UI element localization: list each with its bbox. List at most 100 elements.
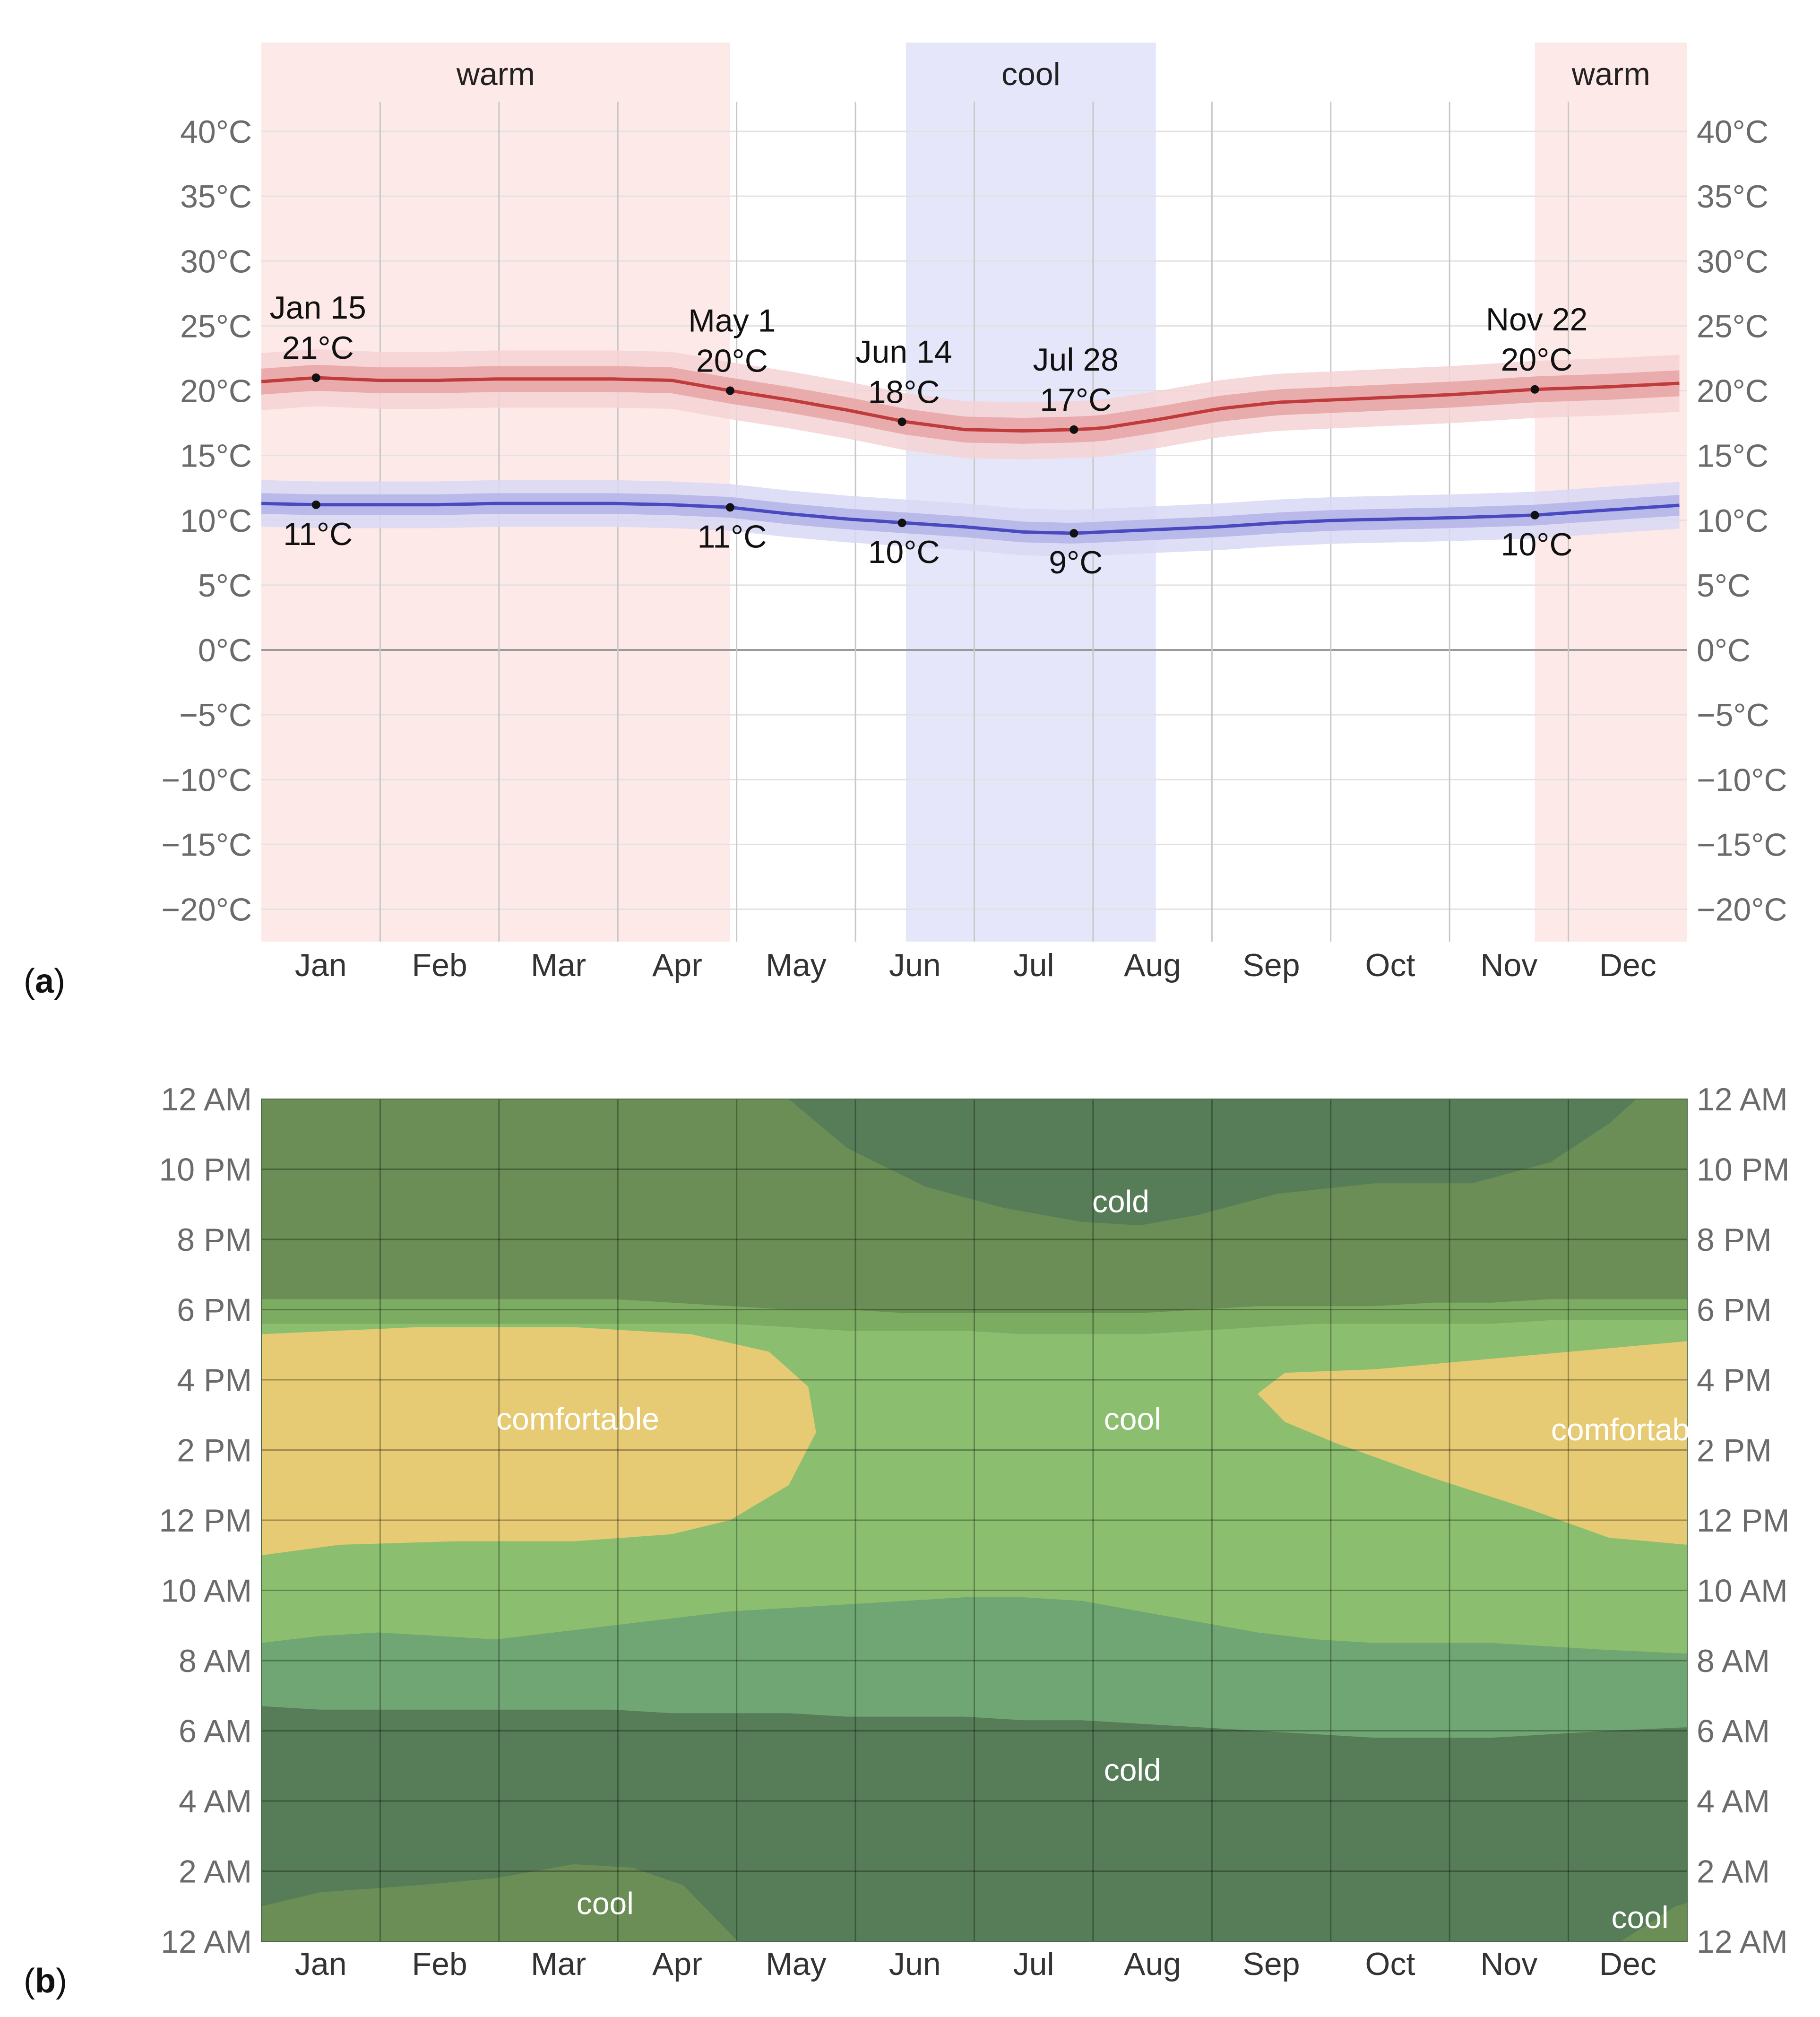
y-tick-left: −15°C <box>161 827 252 863</box>
y-tick-left: 10 AM <box>161 1573 252 1609</box>
x-tick-month: Mar <box>531 947 586 983</box>
plot-frame <box>261 1099 1688 1942</box>
y-tick-left: 10°C <box>180 503 252 539</box>
y-tick-left: 8 PM <box>177 1222 252 1258</box>
y-tick-right: 4 AM <box>1697 1783 1770 1819</box>
zone-morning-cool <box>261 1597 1687 1738</box>
annotation-value: 11°C <box>697 519 767 554</box>
y-tick-left: 8 AM <box>179 1643 252 1679</box>
zone-cool-early-jan <box>261 1864 738 1941</box>
y-tick-left: 4 PM <box>177 1362 252 1398</box>
zone-evening-transition <box>261 1299 1687 1334</box>
y-tick-left: 25°C <box>180 308 252 344</box>
x-tick-month: Nov <box>1480 947 1537 983</box>
y-tick-right: 10 PM <box>1697 1152 1790 1188</box>
annotation-point <box>897 519 906 528</box>
y-tick-right: −10°C <box>1697 762 1787 798</box>
y-tick-left: 4 AM <box>179 1783 252 1819</box>
y-tick-right: 8 PM <box>1697 1222 1772 1258</box>
y-tick-right: −5°C <box>1697 697 1769 733</box>
x-tick-month: Jan <box>295 947 347 983</box>
annotation-value: 11°C <box>283 516 353 552</box>
y-tick-right: 12 AM <box>1697 1924 1788 1960</box>
panel-label-b: (b) <box>24 1962 67 2000</box>
x-tick-month: Dec <box>1599 1946 1656 1982</box>
y-tick-right: 15°C <box>1697 438 1768 474</box>
annotation-value: 20°C <box>696 343 768 379</box>
y-tick-left: 40°C <box>180 114 252 150</box>
x-tick-month: Jun <box>889 947 941 983</box>
y-tick-left: 12 PM <box>159 1503 252 1539</box>
annotation-date: Nov 22 <box>1486 302 1587 338</box>
annotation-date: Jun 14 <box>855 334 952 370</box>
y-tick-left: 2 PM <box>177 1433 252 1469</box>
y-tick-left: −10°C <box>161 762 252 798</box>
annotation-value: 21°C <box>282 330 354 366</box>
x-tick-month: Oct <box>1365 947 1415 983</box>
zone-comfortable-left <box>261 1327 816 1556</box>
annotation-point <box>725 386 734 395</box>
x-tick-month: Oct <box>1365 1946 1415 1982</box>
y-tick-left: −20°C <box>161 892 252 928</box>
y-tick-right: 6 AM <box>1697 1714 1770 1749</box>
x-tick-month: Sep <box>1243 947 1300 983</box>
y-tick-right: 10 AM <box>1697 1573 1788 1609</box>
panel-label-a: (a) <box>24 962 65 1000</box>
zone-label-cool: cool <box>1104 1402 1161 1437</box>
annotation-value: 20°C <box>1501 342 1573 378</box>
annotation-point <box>1070 529 1078 538</box>
season-band-cool <box>906 43 1156 942</box>
y-tick-right: 2 PM <box>1697 1433 1772 1469</box>
y-tick-right: 5°C <box>1697 568 1751 604</box>
y-tick-left: 0°C <box>198 632 252 668</box>
y-tick-left: 6 AM <box>179 1714 252 1749</box>
x-tick-month: Dec <box>1599 947 1656 983</box>
annotation-point <box>1530 385 1539 394</box>
zone-night-cold <box>788 1099 1637 1226</box>
y-tick-left: 15°C <box>180 438 252 474</box>
annotation-point <box>311 500 320 509</box>
y-tick-left: 12 AM <box>161 1924 252 1960</box>
y-tick-right: 25°C <box>1697 308 1768 344</box>
y-tick-left: 35°C <box>180 179 252 215</box>
x-tick-month: Aug <box>1124 947 1181 983</box>
y-tick-left: 12 AM <box>161 1082 252 1117</box>
series-band-inner <box>261 493 1680 544</box>
y-tick-right: 8 AM <box>1697 1643 1770 1679</box>
zone-label-cold: cold <box>1092 1184 1149 1219</box>
y-tick-left: 6 PM <box>177 1292 252 1328</box>
y-tick-right: 40°C <box>1697 114 1768 150</box>
zone-label-cool: cool <box>577 1886 634 1921</box>
x-tick-month: Nov <box>1480 1946 1537 1982</box>
y-tick-left: 5°C <box>198 568 252 604</box>
x-tick-month: Jul <box>1013 1946 1054 1982</box>
x-tick-month: Feb <box>412 947 467 983</box>
annotation-value: 10°C <box>1501 527 1573 563</box>
season-label-warm: warm <box>1571 56 1650 92</box>
series-line-low <box>261 502 1680 535</box>
annotation-value: 18°C <box>868 374 940 410</box>
season-label-warm: warm <box>456 56 535 92</box>
y-tick-right: 10°C <box>1697 503 1768 539</box>
y-tick-left: 30°C <box>180 243 252 279</box>
series-band-inner <box>261 365 1680 444</box>
annotation-point <box>1530 511 1539 519</box>
x-tick-month: Jan <box>295 1946 347 1982</box>
annotation-point <box>725 503 734 512</box>
zone-label-cool: cool <box>1611 1900 1668 1935</box>
y-tick-right: 2 AM <box>1697 1854 1770 1890</box>
annotation-date: Jan 15 <box>270 290 366 326</box>
annotation-point <box>311 373 320 382</box>
series-line-high <box>261 376 1680 433</box>
temperature-chart: warm cool warm 40°C 40°C 35°C 35°C 30°C 30°C 25°C… <box>161 43 1787 983</box>
zone-cool-early-dec <box>1621 1903 1687 1941</box>
y-tick-right: 30°C <box>1697 243 1768 279</box>
y-tick-right: 0°C <box>1697 632 1751 668</box>
zone-label-cold: cold <box>1104 1752 1161 1787</box>
y-tick-right: 6 PM <box>1697 1292 1772 1328</box>
zone-comfortable-right <box>1257 1341 1687 1545</box>
y-tick-left: 20°C <box>180 373 252 409</box>
annotation-date: Jul 28 <box>1033 342 1119 378</box>
y-tick-right: −20°C <box>1697 892 1787 928</box>
annotation-point <box>897 417 906 426</box>
